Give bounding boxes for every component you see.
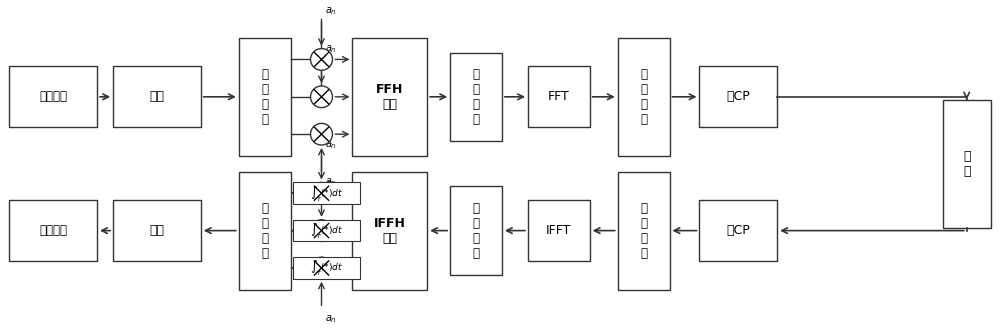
Text: 信
道: 信 道 (963, 150, 970, 178)
Circle shape (311, 257, 332, 279)
Text: IFFT: IFFT (546, 224, 572, 237)
Circle shape (311, 123, 332, 145)
Text: $a_n$: $a_n$ (325, 139, 337, 151)
Text: 加CP: 加CP (726, 90, 750, 103)
Text: 信
道
均
衡: 信 道 均 衡 (473, 202, 480, 260)
Bar (352, 172, 427, 290)
Text: $a_n$: $a_n$ (325, 5, 337, 17)
Text: 插
入
导
频: 插 入 导 频 (473, 68, 480, 126)
Text: $\int_T(*)dt$: $\int_T(*)dt$ (310, 184, 343, 203)
Text: 串
并
转
换: 串 并 转 换 (640, 202, 647, 260)
Text: 并
串
转
换: 并 串 转 换 (640, 68, 647, 126)
Bar (9, 66, 97, 127)
Bar (528, 66, 590, 127)
Circle shape (311, 86, 332, 108)
Bar (699, 66, 777, 127)
Text: 调制: 调制 (149, 90, 164, 103)
Bar (450, 53, 502, 141)
Circle shape (311, 182, 332, 204)
Bar (293, 257, 360, 279)
Bar (113, 66, 201, 127)
Bar (528, 200, 590, 261)
Bar (239, 38, 291, 156)
Text: 串
并
转
换: 串 并 转 换 (261, 68, 268, 126)
Bar (618, 38, 670, 156)
Text: 去CP: 去CP (726, 224, 750, 237)
Text: $a_n$: $a_n$ (325, 313, 337, 325)
Bar (293, 182, 360, 204)
Text: $a_n$: $a_n$ (325, 176, 337, 188)
Circle shape (311, 49, 332, 70)
Text: 接收数据: 接收数据 (39, 224, 67, 237)
Bar (699, 200, 777, 261)
Bar (618, 172, 670, 290)
Text: FFH
映射: FFH 映射 (376, 83, 403, 111)
Circle shape (311, 220, 332, 241)
Bar (293, 220, 360, 241)
Text: $\int_T(*)dt$: $\int_T(*)dt$ (310, 259, 343, 277)
Text: $a_n$: $a_n$ (325, 179, 337, 191)
Bar (9, 200, 97, 261)
Text: 发送数据: 发送数据 (39, 90, 67, 103)
Bar (113, 200, 201, 261)
Bar (352, 38, 427, 156)
Text: $a_n$: $a_n$ (325, 43, 337, 55)
Bar (943, 100, 991, 228)
Text: FFT: FFT (548, 90, 570, 103)
Text: IFFH
映射: IFFH 映射 (374, 216, 406, 244)
Bar (450, 186, 502, 275)
Bar (239, 172, 291, 290)
Text: 解调: 解调 (149, 224, 164, 237)
Text: $\int_T(*)dt$: $\int_T(*)dt$ (310, 221, 343, 240)
Text: 并
串
转
换: 并 串 转 换 (261, 202, 268, 260)
